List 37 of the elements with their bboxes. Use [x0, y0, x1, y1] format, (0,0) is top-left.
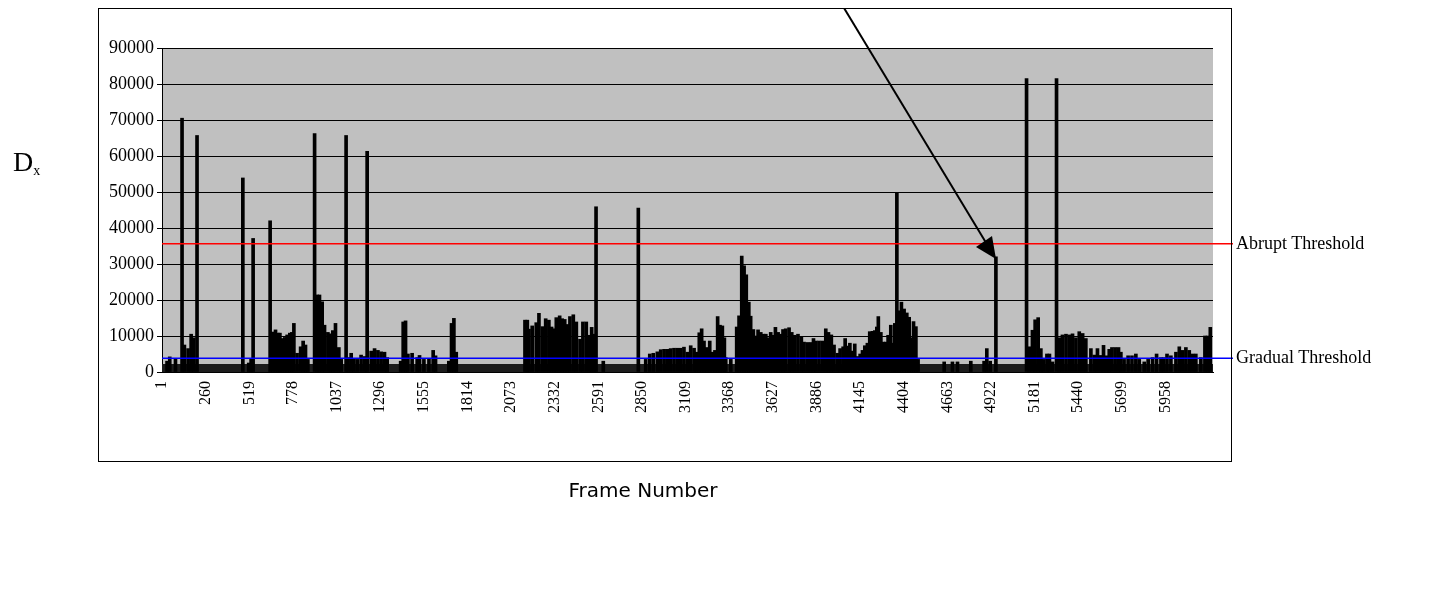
x-tick-label: 1555 — [414, 381, 432, 413]
y-tick-label: 50000 — [109, 180, 154, 201]
x-tick-label: 5181 — [1024, 381, 1042, 413]
ref-line-label: Abrupt Threshold — [1236, 232, 1365, 253]
x-tick-label: 1 — [152, 381, 170, 389]
y-tick-label: 70000 — [109, 108, 154, 129]
x-tick-label: 2850 — [632, 381, 650, 413]
x-tick-label: 4145 — [850, 381, 868, 413]
y-tick-label: 90000 — [109, 36, 154, 57]
x-tick-label: 2332 — [544, 381, 562, 413]
ref-line-label: Gradual Threshold — [1236, 347, 1372, 368]
y-tick-label: 60000 — [109, 144, 154, 165]
x-tick-label: 5699 — [1112, 381, 1130, 413]
y-tick-label: 40000 — [109, 216, 154, 237]
x-tick-label: 3627 — [763, 381, 781, 413]
y-tick-label: 30000 — [109, 252, 154, 273]
x-tick-label: 4922 — [981, 381, 999, 413]
x-tick-label: 260 — [195, 381, 213, 405]
x-tick-label: 3109 — [675, 381, 693, 413]
x-tick-label: 1037 — [326, 381, 344, 413]
x-tick-label: 778 — [283, 381, 301, 405]
x-tick-label: 3368 — [719, 381, 737, 413]
x-axis-title: Frame Number — [568, 478, 719, 503]
x-tick-label: 3886 — [806, 381, 824, 413]
x-tick-label: 4663 — [937, 381, 955, 413]
x-tick-label: 519 — [239, 381, 257, 405]
x-tick-label: 1296 — [370, 381, 388, 413]
x-tick-label: 2073 — [501, 381, 519, 413]
x-tick-label: 5440 — [1068, 381, 1086, 413]
x-tick-label: 4404 — [893, 381, 911, 413]
x-tick-label: 2591 — [588, 381, 606, 413]
x-tick-label: 1814 — [457, 381, 475, 413]
y-tick-label: 10000 — [109, 324, 154, 345]
y-tick-label: 80000 — [109, 72, 154, 93]
x-tick-label: 5958 — [1155, 381, 1173, 413]
y-tick-label: 20000 — [109, 288, 154, 309]
y-tick-label: 0 — [145, 360, 154, 381]
